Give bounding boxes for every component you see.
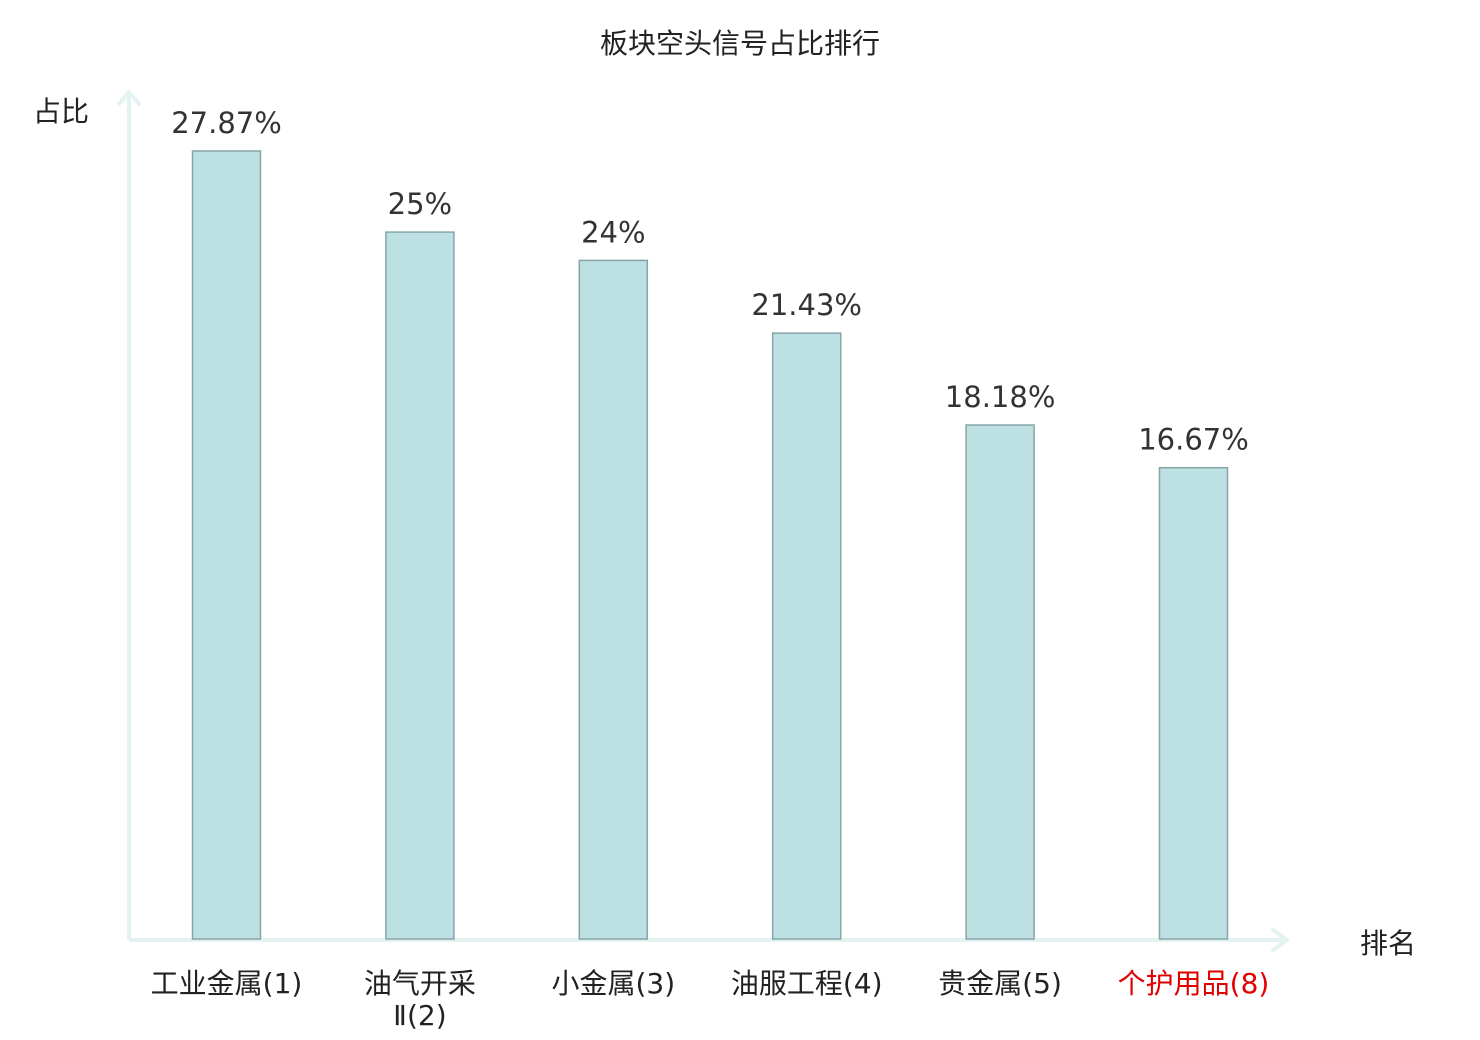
chart-title: 板块空头信号占比排行	[600, 27, 880, 60]
x-tick-label: 工业金属(1)	[151, 967, 303, 1000]
bar-value-label: 27.87%	[171, 106, 282, 140]
bar-value-label: 21.43%	[751, 288, 862, 322]
bar-value-label: 16.67%	[1138, 423, 1249, 457]
x-axis-label: 排名	[1360, 927, 1416, 960]
axes	[117, 90, 1289, 952]
y-axis-arrow	[117, 90, 141, 106]
x-axis-arrow	[1271, 928, 1289, 952]
x-tick-label: Ⅱ(2)	[393, 999, 446, 1032]
x-tick-label: 贵金属(5)	[938, 967, 1062, 1000]
x-tick-label: 油气开采	[364, 967, 476, 1000]
bars	[191, 150, 1229, 940]
bar	[1158, 466, 1229, 940]
bar-value-label: 25%	[388, 187, 452, 221]
bar	[771, 332, 842, 940]
bar	[385, 231, 455, 940]
bar	[191, 150, 262, 940]
y-axis-label: 占比	[33, 95, 89, 128]
bar	[965, 424, 1035, 940]
x-tick-label: 个护用品(8)	[1118, 967, 1270, 1000]
bar	[578, 259, 649, 940]
bar-value-label: 24%	[581, 215, 645, 249]
bar-value-label: 18.18%	[945, 380, 1056, 414]
x-tick-label: 油服工程(4)	[731, 967, 883, 1000]
x-tick-label: 小金属(3)	[551, 967, 675, 1000]
value-labels: 27.87% 25% 24% 21.43% 18.18% 16.67%	[171, 106, 1249, 457]
